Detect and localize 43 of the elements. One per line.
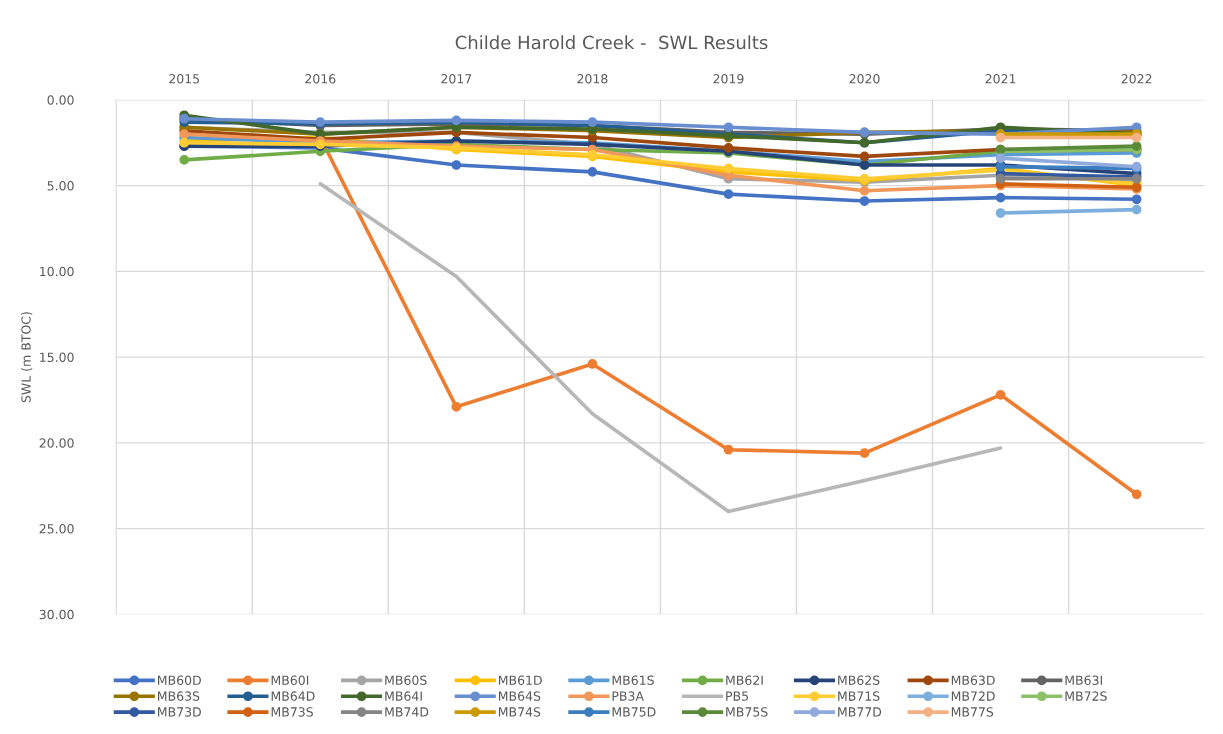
y-tick-label: 0.00 xyxy=(47,95,74,105)
x-tick-label: 2019 xyxy=(713,74,744,84)
legend-label: MB63S xyxy=(158,691,200,701)
legend-label: MB72D xyxy=(951,691,995,701)
y-tick-label: 25.00 xyxy=(39,524,74,534)
legend-label: MB61D xyxy=(498,675,542,685)
legend-label: MB77S xyxy=(951,707,994,717)
y-tick-label: 30.00 xyxy=(39,609,74,620)
legend-label: MB74D xyxy=(385,707,429,717)
legend-label: MB74S xyxy=(498,707,541,717)
legend-label: MB64D xyxy=(271,691,315,701)
x-tick-label: 2021 xyxy=(985,74,1016,84)
x-tick-label: 2016 xyxy=(305,74,336,84)
y-tick-label: 5.00 xyxy=(47,181,74,191)
legend-label: MB77D xyxy=(838,707,882,717)
x-tick-label: 2015 xyxy=(169,74,200,84)
legend-label: MB62I xyxy=(726,675,763,685)
x-tick-label: 2022 xyxy=(1121,74,1152,84)
x-tick-label: 2017 xyxy=(441,74,472,84)
chart-title: Childe Harold Creek - SWL Results xyxy=(455,35,768,50)
x-tick-label: 2018 xyxy=(577,74,608,84)
legend-label: MB60I xyxy=(271,675,309,685)
legend-label: MB72S xyxy=(1065,691,1107,701)
legend-label: PB5 xyxy=(726,691,748,701)
legend-label: MB63I xyxy=(1065,675,1102,685)
legend-label: MB64I xyxy=(385,691,422,701)
legend-label: MB75S xyxy=(726,707,768,717)
legend-label: MB60D xyxy=(158,675,201,685)
legend-label: MB73S xyxy=(271,707,313,717)
y-tick-label: 20.00 xyxy=(39,438,74,448)
y-tick-label: 15.00 xyxy=(40,352,74,363)
legend-label: PB3A xyxy=(612,691,644,701)
legend-label: MB63D xyxy=(951,675,995,685)
legend-label: MB62S xyxy=(838,675,880,685)
y-tick-label: 10.00 xyxy=(40,266,74,277)
legend-label: MB64S xyxy=(498,691,541,701)
y-axis-title: SWL (m BTOC) xyxy=(21,312,33,403)
legend-label: MB60S xyxy=(385,675,427,685)
legend-label: MB73D xyxy=(158,707,201,717)
x-tick-label: 2020 xyxy=(849,74,880,84)
legend-label: MB71S xyxy=(838,691,880,701)
legend-label: MB61S xyxy=(612,675,654,685)
legend-label: MB75D xyxy=(612,707,656,717)
